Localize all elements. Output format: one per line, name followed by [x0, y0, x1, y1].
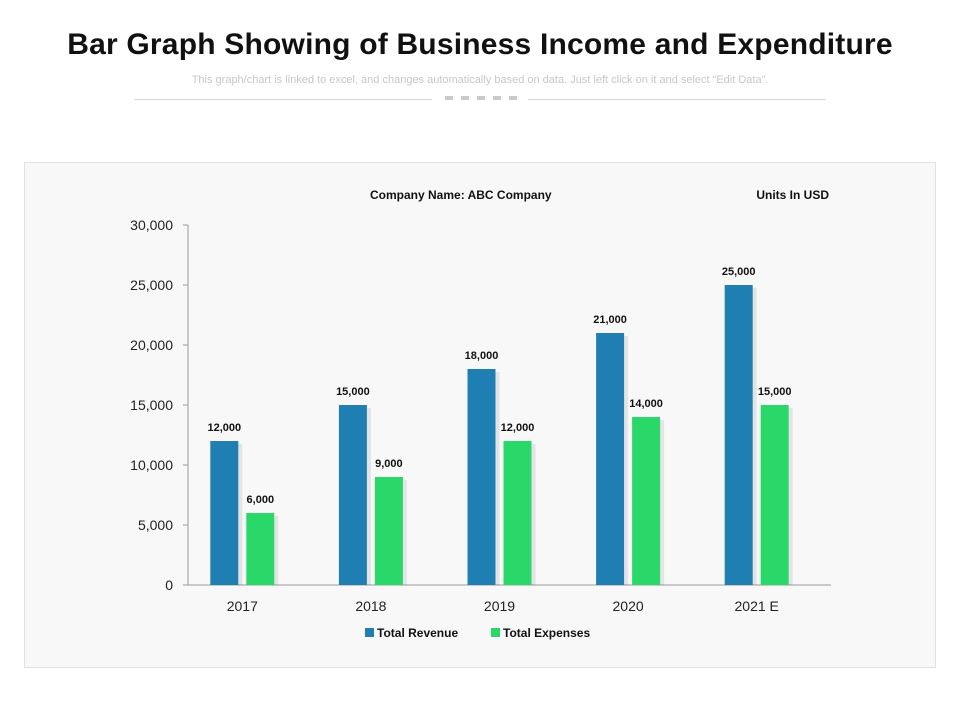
data-label: 12,000	[207, 422, 241, 434]
company-name-label: Company Name: ABC Company	[370, 188, 552, 202]
divider-left	[134, 99, 432, 100]
x-tick-label: 2021 E	[735, 598, 779, 614]
data-label: 21,000	[593, 314, 627, 326]
page-subtitle: This graph/chart is linked to excel, and…	[191, 74, 769, 86]
x-tick-label: 2020	[613, 598, 644, 614]
bar-expenses-2021-E	[760, 405, 789, 585]
bar-expenses-2018	[374, 477, 403, 585]
data-label: 18,000	[465, 350, 499, 362]
y-tick-label: 10,000	[130, 457, 173, 473]
data-label: 12,000	[501, 422, 535, 434]
divider-dot	[509, 96, 517, 100]
data-label: 14,000	[629, 398, 663, 410]
divider-dot	[477, 96, 485, 100]
divider-dot	[445, 96, 453, 100]
legend-swatch-expenses	[491, 628, 500, 637]
y-tick-label: 0	[165, 577, 173, 593]
divider-dots	[445, 96, 517, 102]
divider-right	[528, 99, 826, 100]
data-label: 9,000	[375, 458, 403, 470]
legend-swatch-revenue	[365, 628, 374, 637]
legend-label-revenue: Total Revenue	[377, 626, 458, 640]
bar-revenue-2018	[338, 405, 367, 585]
bar-revenue-2020	[596, 333, 625, 585]
bar-expenses-2017	[246, 513, 275, 585]
data-label: 15,000	[758, 386, 792, 398]
y-tick-label: 30,000	[130, 217, 173, 233]
bar-expenses-2020	[632, 417, 661, 585]
divider-dot	[493, 96, 501, 100]
data-label: 15,000	[336, 386, 370, 398]
data-label: 25,000	[722, 266, 756, 278]
data-label: 6,000	[247, 494, 275, 506]
bar-chart: Company Name: ABC Company Units In USD 0 5,…	[130, 188, 831, 640]
legend-label-expenses: Total Expenses	[503, 626, 590, 640]
y-tick-label: 20,000	[130, 337, 173, 353]
bar-revenue-2017	[210, 441, 239, 585]
bar-expenses-2019	[503, 441, 532, 585]
y-tick-label: 25,000	[130, 277, 173, 293]
y-tick-label: 5,000	[138, 517, 173, 533]
x-tick-label: 2017	[227, 598, 258, 614]
x-tick-label: 2018	[355, 598, 386, 614]
units-label: Units In USD	[756, 188, 829, 202]
x-tick-label: 2019	[484, 598, 515, 614]
page-title: Bar Graph Showing of Business Income and…	[67, 28, 893, 61]
bar-revenue-2021-E	[724, 285, 753, 585]
bar-revenue-2019	[467, 369, 496, 585]
chart-panel: Company Name: ABC Company Units In USD 0 5,…	[24, 162, 936, 668]
y-tick-label: 15,000	[130, 397, 173, 413]
divider-dot	[461, 96, 469, 100]
